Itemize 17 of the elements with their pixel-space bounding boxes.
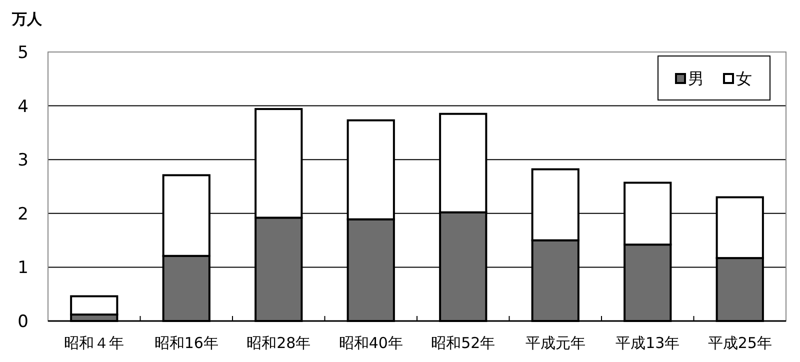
x-tick-label: 昭和16年 bbox=[154, 334, 218, 352]
y-tick-label: 1 bbox=[18, 258, 28, 278]
y-axis-title: 万人 bbox=[11, 10, 43, 28]
y-tick-label: 5 bbox=[18, 43, 28, 63]
legend-label: 男 bbox=[688, 69, 704, 88]
y-tick-label: 4 bbox=[18, 96, 28, 117]
x-tick-label: 平成25年 bbox=[708, 334, 772, 352]
x-tick-label: 昭和52年 bbox=[431, 334, 496, 352]
x-tick-label: 昭和28年 bbox=[246, 334, 311, 352]
x-tick-label: 昭和４年 bbox=[64, 334, 124, 352]
y-tick-label: 0 bbox=[18, 312, 28, 332]
x-tick-label: 昭和40年 bbox=[338, 334, 403, 352]
y-tick-label: 3 bbox=[18, 150, 28, 171]
x-tick-label: 平成13年 bbox=[616, 334, 680, 352]
x-tick-label: 平成元年 bbox=[525, 334, 586, 352]
legend-label: 女 bbox=[736, 69, 752, 88]
y-tick-label: 2 bbox=[18, 204, 28, 224]
